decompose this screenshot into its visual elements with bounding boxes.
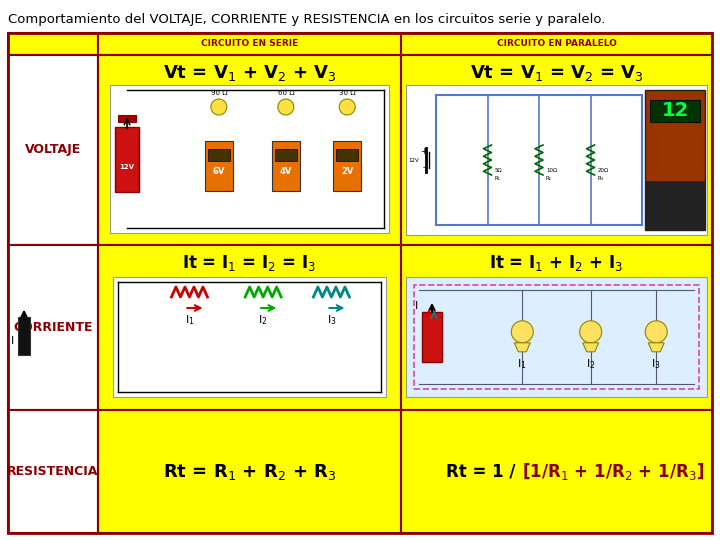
Text: I$_2$: I$_2$	[258, 313, 268, 327]
Bar	[414, 285, 699, 389]
Bar	[401, 245, 712, 410]
Text: I$_2$: I$_2$	[586, 357, 595, 370]
Bar	[401, 410, 712, 533]
Bar	[98, 245, 401, 410]
Text: I$_3$: I$_3$	[652, 357, 661, 370]
Text: 90 Ω: 90 Ω	[210, 90, 228, 96]
Text: 12: 12	[662, 102, 688, 120]
Bar	[8, 245, 98, 410]
Bar	[650, 100, 700, 122]
Text: Comportamiento del VOLTAJE, CORRIENTE y RESISTENCIA en los circuitos serie y par: Comportamiento del VOLTAJE, CORRIENTE y …	[8, 12, 606, 25]
Text: 20Ω: 20Ω	[598, 167, 608, 172]
Text: RESISTENCIA: RESISTENCIA	[7, 465, 99, 478]
Text: Vt = V$_1$ + V$_2$ + V$_3$: Vt = V$_1$ + V$_2$ + V$_3$	[163, 63, 336, 83]
Bar	[401, 33, 712, 55]
Bar	[208, 150, 230, 161]
Bar	[118, 114, 136, 122]
Circle shape	[580, 321, 602, 343]
Text: It = I$_1$ + I$_2$ + I$_3$: It = I$_1$ + I$_2$ + I$_3$	[490, 253, 624, 273]
Text: Rt = 1 /: Rt = 1 /	[446, 462, 521, 481]
Bar	[8, 33, 98, 55]
Bar	[98, 33, 401, 55]
Circle shape	[339, 99, 355, 115]
Text: [1/R$_1$ + 1/R$_2$ + 1/R$_3$]: [1/R$_1$ + 1/R$_2$ + 1/R$_3$]	[521, 461, 703, 482]
Text: 12V: 12V	[120, 164, 135, 170]
Text: I: I	[415, 301, 418, 311]
Bar	[115, 126, 139, 192]
Text: I$_1$: I$_1$	[518, 357, 527, 370]
Bar	[110, 85, 389, 233]
Text: I: I	[12, 336, 14, 346]
Bar	[275, 150, 297, 161]
Text: 5Ω: 5Ω	[495, 167, 502, 172]
Text: It = I$_1$ = I$_2$ = I$_3$: It = I$_1$ = I$_2$ = I$_3$	[182, 253, 317, 273]
Bar	[98, 55, 401, 245]
Text: Vt = V$_1$ = V$_2$ = V$_3$: Vt = V$_1$ = V$_2$ = V$_3$	[469, 63, 644, 83]
Text: 60 Ω: 60 Ω	[277, 90, 294, 96]
Bar	[113, 277, 386, 397]
Text: 10Ω: 10Ω	[546, 167, 557, 172]
Text: 4V: 4V	[279, 167, 292, 176]
Bar	[272, 141, 300, 191]
Text: CIRCUITO EN SERIE: CIRCUITO EN SERIE	[201, 39, 298, 49]
Text: 30 Ω: 30 Ω	[339, 90, 356, 96]
Bar	[18, 317, 30, 355]
Bar	[406, 85, 707, 235]
Text: CIRCUITO EN PARALELO: CIRCUITO EN PARALELO	[497, 39, 616, 49]
Text: I$_3$: I$_3$	[327, 313, 336, 327]
Circle shape	[278, 99, 294, 115]
Bar	[8, 410, 98, 533]
Bar	[406, 277, 707, 397]
Polygon shape	[648, 343, 665, 352]
Text: CORRIENTE: CORRIENTE	[13, 321, 93, 334]
Circle shape	[511, 321, 534, 343]
Bar	[8, 55, 98, 245]
Polygon shape	[514, 343, 531, 352]
Text: +: +	[420, 147, 428, 157]
Bar	[422, 312, 442, 362]
Text: I$_1$: I$_1$	[184, 313, 194, 327]
Text: R₁: R₁	[495, 176, 500, 180]
Bar	[645, 90, 705, 230]
Text: R₃: R₃	[598, 176, 603, 180]
Bar	[336, 150, 359, 161]
Bar	[645, 181, 705, 230]
Bar	[333, 141, 361, 191]
Text: Rt = R$_1$ + R$_2$ + R$_3$: Rt = R$_1$ + R$_2$ + R$_3$	[163, 462, 336, 482]
Bar	[401, 55, 712, 245]
Circle shape	[645, 321, 667, 343]
Text: 6V: 6V	[212, 167, 225, 176]
Text: -: -	[423, 164, 426, 172]
Polygon shape	[582, 343, 599, 352]
Text: R₂: R₂	[546, 176, 552, 180]
Circle shape	[211, 99, 227, 115]
Bar	[205, 141, 233, 191]
Text: 12V: 12V	[409, 158, 419, 163]
Text: VOLTAJE: VOLTAJE	[25, 144, 81, 157]
Bar	[98, 410, 401, 533]
Text: 2V: 2V	[341, 167, 354, 176]
